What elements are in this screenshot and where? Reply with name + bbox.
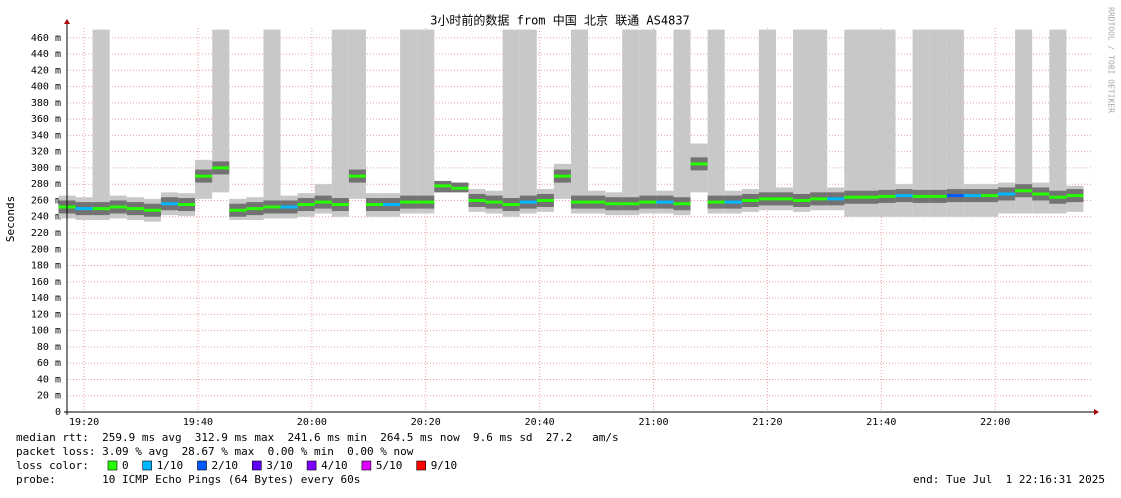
x-tick-label: 21:40 bbox=[866, 417, 896, 428]
footer-line: packet loss: 3.09 % avg 28.67 % max 0.00… bbox=[16, 445, 414, 458]
legend-swatch bbox=[197, 460, 207, 471]
x-tick-label: 19:20 bbox=[69, 417, 99, 428]
x-tick-label: 22:00 bbox=[980, 417, 1010, 428]
y-tick-label: 140 m bbox=[31, 293, 61, 304]
legend-label: 5/10 bbox=[376, 459, 403, 472]
x-tick-label: 21:20 bbox=[752, 417, 782, 428]
legend-swatch bbox=[107, 460, 118, 471]
y-tick-label: 40 m bbox=[37, 374, 61, 385]
y-tick-label: 280 m bbox=[31, 179, 61, 190]
legend-swatch bbox=[361, 460, 372, 471]
smoke-band bbox=[570, 29, 589, 214]
smoke-band bbox=[946, 29, 964, 217]
y-tick-label: 160 m bbox=[31, 277, 61, 288]
end-time: end: Tue Jul 1 22:16:31 2025 bbox=[913, 473, 1105, 486]
y-tick-label: 180 m bbox=[31, 261, 61, 272]
smoke-band bbox=[707, 29, 725, 214]
footer-line: probe: 10 ICMP Echo Pings (64 Bytes) eve… bbox=[16, 473, 360, 486]
smoke-band bbox=[417, 29, 435, 214]
x-arrow bbox=[1094, 409, 1099, 415]
smoke-band bbox=[92, 29, 110, 220]
y-tick-label: 460 m bbox=[31, 33, 61, 44]
smoke-band bbox=[793, 29, 811, 212]
smoke-band bbox=[878, 29, 896, 217]
y-tick-label: 380 m bbox=[31, 98, 61, 109]
smoke-band bbox=[1015, 29, 1033, 214]
loss-label: loss color: bbox=[16, 459, 89, 472]
smoke-band bbox=[912, 29, 930, 217]
x-tick-label: 21:00 bbox=[638, 417, 668, 428]
smoke-band bbox=[758, 29, 776, 211]
y-tick-label: 100 m bbox=[31, 326, 61, 337]
legend-label: 3/10 bbox=[266, 459, 293, 472]
x-tick-label: 20:00 bbox=[297, 417, 327, 428]
y-tick-label: 320 m bbox=[31, 147, 61, 158]
legend-label: 1/10 bbox=[157, 459, 184, 472]
legend-swatch bbox=[306, 460, 317, 471]
legend-swatch bbox=[416, 460, 427, 471]
legend-label: 2/10 bbox=[212, 459, 239, 472]
y-tick-label: 260 m bbox=[31, 195, 61, 206]
y-tick-label: 340 m bbox=[31, 130, 61, 141]
legend-label: 0 bbox=[122, 459, 129, 472]
legend-swatch bbox=[252, 460, 262, 471]
x-tick-label: 20:40 bbox=[525, 417, 555, 428]
y-tick-label: 400 m bbox=[31, 82, 61, 93]
smoke-band bbox=[1049, 29, 1067, 214]
y-axis-label: Seconds bbox=[4, 196, 17, 242]
y-tick-label: 80 m bbox=[37, 342, 61, 353]
x-tick-label: 20:20 bbox=[411, 417, 441, 428]
y-tick-label: 300 m bbox=[31, 163, 61, 174]
smoke-band bbox=[212, 29, 230, 193]
y-tick-label: 60 m bbox=[37, 358, 61, 369]
y-tick-label: 120 m bbox=[31, 309, 61, 320]
y-tick-label: 200 m bbox=[31, 244, 61, 255]
smoke-band bbox=[502, 29, 520, 217]
smoke-band bbox=[810, 29, 828, 211]
smoke-band bbox=[844, 29, 862, 217]
smoke-band bbox=[929, 29, 947, 217]
y-tick-label: 440 m bbox=[31, 49, 61, 60]
smoke-band bbox=[861, 29, 879, 217]
smoke-band bbox=[263, 29, 281, 219]
legend-label: 9/10 bbox=[431, 459, 458, 472]
smoke-band bbox=[622, 29, 640, 216]
x-tick-label: 19:40 bbox=[183, 417, 213, 428]
smoke-band bbox=[673, 29, 691, 216]
footer-line: median rtt: 259.9 ms avg 312.9 ms max 24… bbox=[16, 431, 619, 444]
y-arrow bbox=[64, 19, 70, 24]
smoke-band bbox=[519, 29, 537, 214]
watermark: RRDTOOL / TOBI OETIKER bbox=[1107, 7, 1116, 113]
y-tick-label: 360 m bbox=[31, 114, 61, 125]
y-tick-label: 0 bbox=[55, 407, 61, 418]
y-tick-label: 240 m bbox=[31, 212, 61, 223]
smoke-band bbox=[400, 29, 418, 214]
y-tick-label: 20 m bbox=[37, 391, 61, 402]
smoke-band bbox=[639, 29, 657, 214]
chart-title: 3小时前的数据 from 中国 北京 联通 AS4837 bbox=[430, 13, 690, 28]
smoke-band bbox=[348, 29, 366, 199]
legend-label: 4/10 bbox=[321, 459, 348, 472]
legend-swatch bbox=[142, 460, 152, 471]
smoke-band bbox=[331, 29, 349, 217]
y-tick-label: 220 m bbox=[31, 228, 61, 239]
y-tick-label: 420 m bbox=[31, 65, 61, 76]
